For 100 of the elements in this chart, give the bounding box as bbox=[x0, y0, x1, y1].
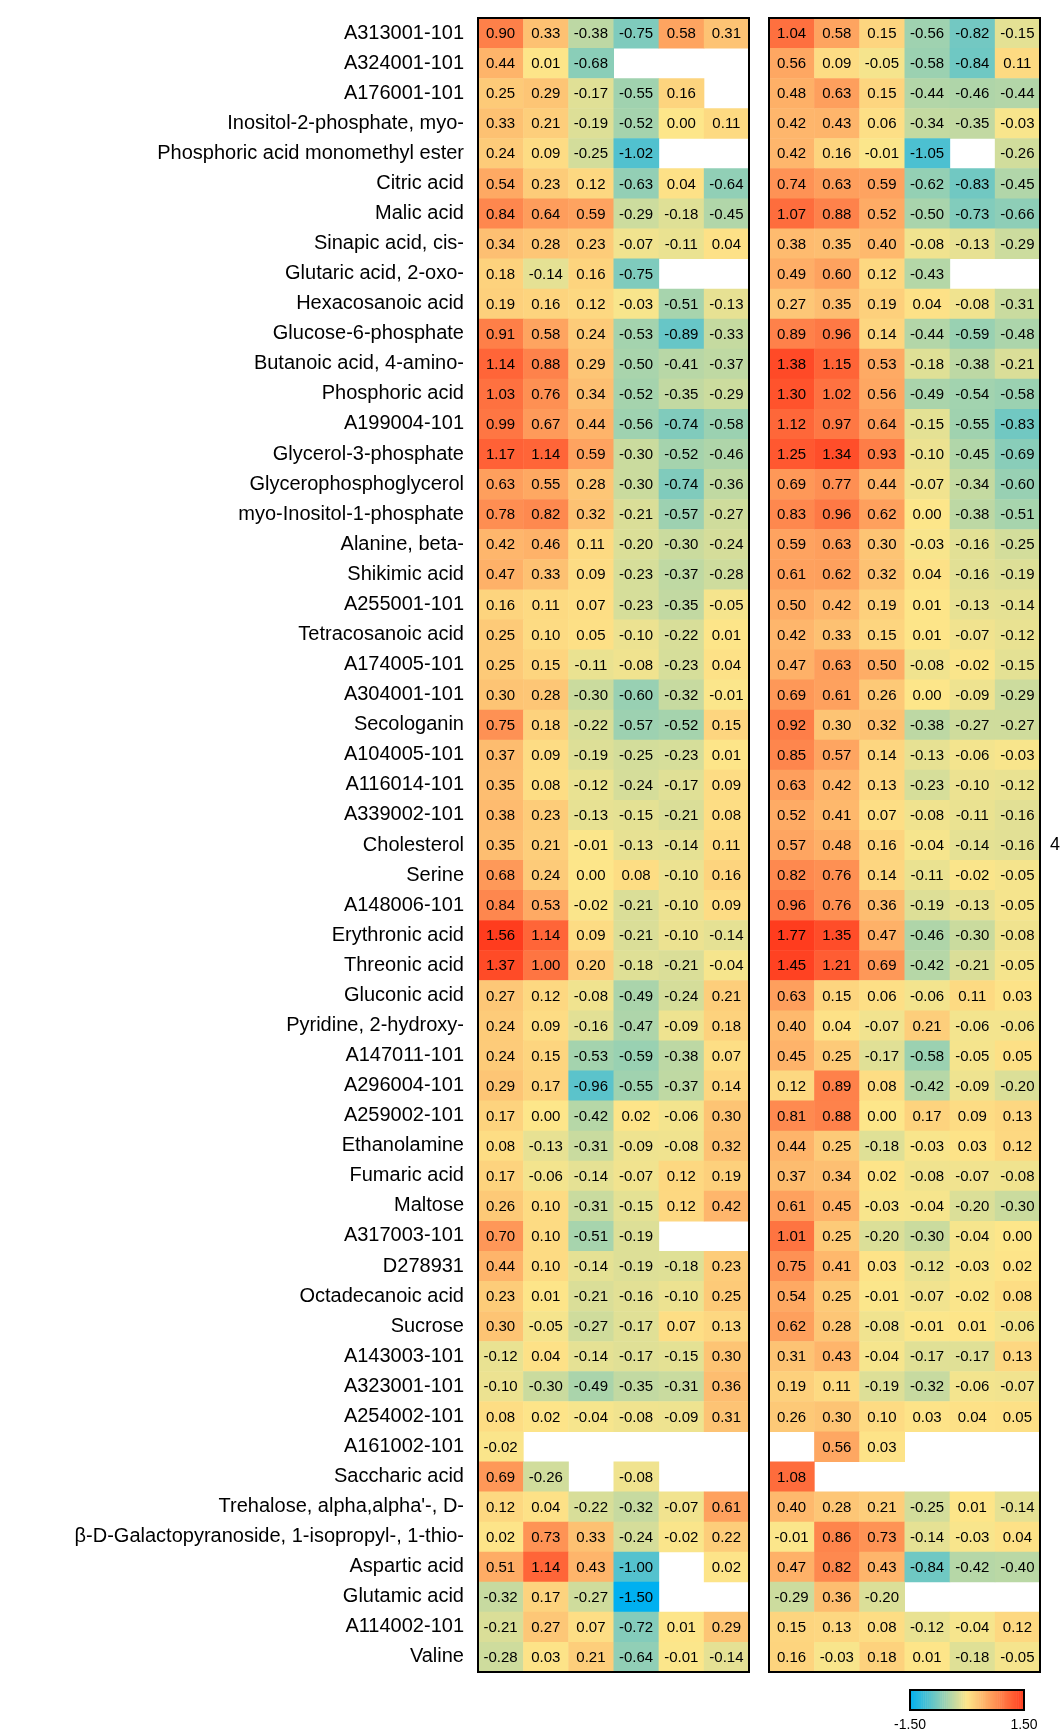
data-label: 0.84 bbox=[485, 896, 516, 914]
y-tick-label: Hexacosanoic acid bbox=[296, 291, 464, 314]
data-label: -0.23 bbox=[618, 565, 654, 583]
data-label: 0.06 bbox=[867, 114, 897, 132]
data-label: 0.16 bbox=[776, 1648, 807, 1666]
data-label: -0.06 bbox=[1000, 1016, 1035, 1034]
data-label: 1.14 bbox=[531, 445, 561, 463]
data-label: -0.01 bbox=[909, 1317, 945, 1335]
data-label: 0.26 bbox=[776, 1407, 807, 1425]
data-label: 0.09 bbox=[531, 745, 561, 763]
data-label: 0.01 bbox=[531, 1287, 561, 1305]
data-label: 0.16 bbox=[867, 836, 897, 854]
y-tick-label: Malic acid bbox=[375, 200, 464, 223]
data-label: -0.08 bbox=[909, 1166, 945, 1184]
data-label: -0.52 bbox=[664, 445, 699, 463]
data-label: 0.04 bbox=[711, 655, 742, 673]
data-label: 0.47 bbox=[776, 1557, 807, 1575]
data-label: -0.35 bbox=[664, 385, 699, 403]
data-label: -0.42 bbox=[955, 1557, 990, 1575]
data-label: 0.10 bbox=[531, 1197, 561, 1215]
data-label: 0.92 bbox=[776, 715, 807, 733]
data-label: -0.83 bbox=[955, 174, 990, 192]
data-label: 0.61 bbox=[822, 685, 852, 703]
data-label: -0.38 bbox=[664, 1046, 699, 1064]
data-label: 0.12 bbox=[576, 294, 606, 312]
data-label: -0.53 bbox=[618, 324, 654, 342]
data-label: 0.00 bbox=[1002, 1227, 1033, 1245]
data-label: -0.75 bbox=[618, 24, 654, 42]
data-label: -0.07 bbox=[955, 625, 990, 643]
data-label: 0.12 bbox=[1002, 1136, 1033, 1154]
data-label: 0.25 bbox=[485, 655, 516, 673]
data-label: 0.48 bbox=[822, 836, 852, 854]
data-label: 0.28 bbox=[531, 685, 561, 703]
data-label: 0.40 bbox=[867, 234, 897, 252]
data-label: 0.14 bbox=[867, 324, 897, 342]
data-label: -0.96 bbox=[573, 1076, 609, 1094]
data-label: 0.90 bbox=[485, 24, 516, 42]
data-label: 0.33 bbox=[576, 1527, 606, 1545]
data-label: 0.09 bbox=[576, 565, 606, 583]
data-label: -0.32 bbox=[909, 1377, 945, 1395]
data-label: -0.04 bbox=[573, 1407, 609, 1425]
data-label: -0.55 bbox=[618, 1076, 654, 1094]
data-label: 0.58 bbox=[531, 324, 561, 342]
data-label: -0.14 bbox=[664, 836, 699, 854]
data-label: 0.23 bbox=[711, 1257, 742, 1275]
data-label: 0.21 bbox=[576, 1648, 606, 1666]
data-label: -0.21 bbox=[618, 505, 654, 523]
data-label: -0.08 bbox=[618, 1467, 654, 1485]
data-label: 0.24 bbox=[576, 324, 606, 342]
data-label: 0.37 bbox=[776, 1166, 807, 1184]
y-tick-label: Glutamic acid bbox=[342, 1584, 464, 1607]
y-tick-label: Alanine, beta- bbox=[340, 531, 464, 554]
data-label: 0.10 bbox=[531, 1257, 561, 1275]
data-label: -0.23 bbox=[664, 745, 699, 763]
data-label: 0.04 bbox=[666, 174, 696, 192]
data-label: 0.27 bbox=[776, 294, 807, 312]
data-label: 0.04 bbox=[1002, 1527, 1033, 1545]
data-label: 0.30 bbox=[822, 1407, 852, 1425]
data-label: 0.54 bbox=[776, 1287, 807, 1305]
data-label: 0.19 bbox=[711, 1166, 742, 1184]
data-label: 0.44 bbox=[485, 54, 516, 72]
data-label: -0.02 bbox=[955, 1287, 990, 1305]
data-label: 0.63 bbox=[822, 535, 852, 553]
data-label: -0.51 bbox=[664, 294, 699, 312]
y-tick-label: A176001-101 bbox=[343, 80, 464, 103]
data-label: -0.52 bbox=[618, 114, 654, 132]
data-label: -0.13 bbox=[909, 745, 945, 763]
data-label: 0.45 bbox=[776, 1046, 807, 1064]
data-label: 0.96 bbox=[822, 505, 852, 523]
data-label: -0.17 bbox=[864, 1046, 900, 1064]
data-label: 0.83 bbox=[776, 505, 807, 523]
data-label: 1.30 bbox=[776, 385, 807, 403]
data-label: 0.76 bbox=[822, 896, 852, 914]
y-tick-label: A324001-101 bbox=[343, 50, 464, 73]
data-label: 0.27 bbox=[485, 986, 516, 1004]
data-label: 0.35 bbox=[822, 294, 852, 312]
y-tick-label: Shikimic acid bbox=[347, 561, 464, 584]
data-label: 0.25 bbox=[822, 1136, 852, 1154]
data-label: 0.56 bbox=[867, 385, 897, 403]
data-label: -0.21 bbox=[618, 896, 654, 914]
data-label: 0.14 bbox=[711, 1076, 742, 1094]
data-label: -0.30 bbox=[1000, 1197, 1035, 1215]
data-label: 1.01 bbox=[776, 1227, 807, 1245]
data-label: 0.44 bbox=[576, 415, 606, 433]
data-label: -0.45 bbox=[1000, 174, 1035, 192]
data-label: -0.74 bbox=[664, 475, 699, 493]
data-label: -0.03 bbox=[819, 1648, 854, 1666]
data-label: 0.56 bbox=[822, 1437, 852, 1455]
data-label: 0.53 bbox=[531, 896, 561, 914]
data-label: 0.30 bbox=[711, 1106, 742, 1124]
data-label: -0.25 bbox=[618, 745, 654, 763]
data-label: 0.04 bbox=[912, 565, 942, 583]
data-label: 0.21 bbox=[711, 986, 742, 1004]
data-label: 1.45 bbox=[776, 956, 807, 974]
data-label: 0.55 bbox=[531, 475, 561, 493]
data-label: -0.03 bbox=[955, 1257, 990, 1275]
data-label: 0.07 bbox=[666, 1317, 696, 1335]
data-label: 0.34 bbox=[576, 385, 606, 403]
data-label: 0.22 bbox=[711, 1527, 742, 1545]
data-label: -0.14 bbox=[1000, 1497, 1035, 1515]
